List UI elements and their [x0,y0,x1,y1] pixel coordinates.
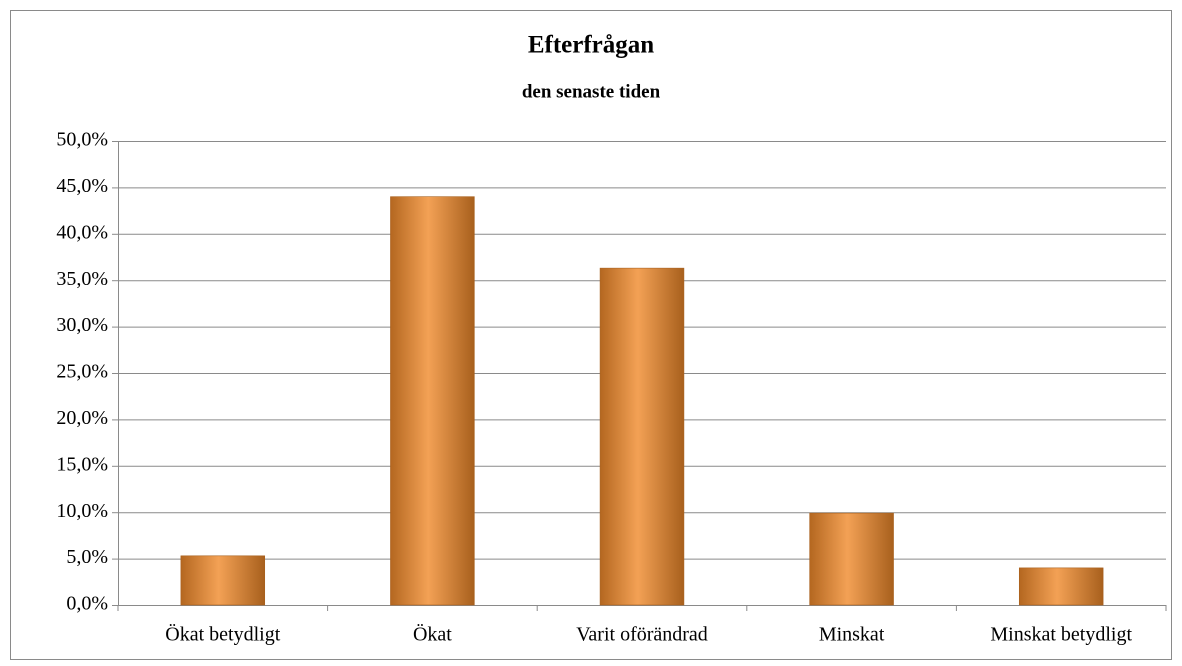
x-tick-label: Varit oförändrad [576,624,708,646]
chart-border [10,10,1172,660]
x-tick-label: Ökat [413,623,452,646]
y-tick-label: 40,0% [56,221,108,243]
x-tick-label: Ökat betydligt [165,623,280,646]
y-tick-label: 5,0% [66,546,108,568]
y-tick-label: 20,0% [56,407,108,429]
y-tick-label: 10,0% [56,500,108,522]
chart-title: Efterfrågan [528,32,654,59]
y-tick-label: 25,0% [56,361,108,383]
y-tick-label: 15,0% [56,453,108,475]
x-tick-label: Minskat betydligt [990,624,1132,646]
bar [390,196,475,606]
bar [809,512,894,606]
bar [1018,567,1104,606]
y-tick-label: 35,0% [56,268,108,290]
chart-subtitle: den senaste tiden [522,81,661,102]
y-tick-label: 0,0% [66,593,108,615]
y-tick-label: 30,0% [56,314,108,336]
y-tick-label: 45,0% [56,175,108,197]
x-tick-label: Minskat [819,624,885,646]
y-tick-label: 50,0% [56,129,108,151]
bar [180,555,266,606]
bar [599,267,685,606]
